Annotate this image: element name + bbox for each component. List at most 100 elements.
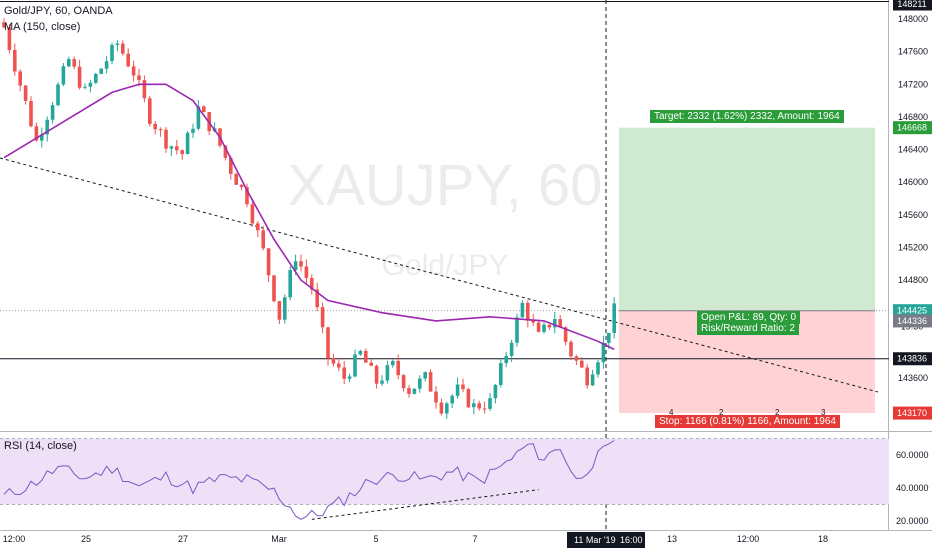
open-pl-label: Open P&L: 89, Qty: 0 bbox=[697, 311, 801, 324]
candle-body bbox=[439, 402, 444, 414]
candle-body bbox=[342, 367, 346, 379]
stop-label[interactable]: Stop: 1166 (0.81%) 1166, Amount: 1964 bbox=[655, 415, 840, 428]
candle-body bbox=[596, 362, 600, 375]
candle-body bbox=[353, 354, 357, 377]
tag-target-bg bbox=[893, 121, 932, 135]
tag-ma: 144336 bbox=[897, 316, 927, 326]
candle-body bbox=[164, 129, 168, 149]
candle-body bbox=[364, 350, 368, 363]
candle-body bbox=[158, 129, 163, 131]
candle-body bbox=[488, 398, 492, 409]
candle-body bbox=[607, 332, 611, 343]
candle-body bbox=[520, 302, 525, 318]
candle-body bbox=[288, 270, 292, 298]
time-cursor-bg bbox=[567, 532, 645, 548]
candle-body bbox=[445, 403, 449, 414]
candle-body bbox=[385, 365, 390, 381]
time-tick: 12:00 bbox=[3, 534, 26, 544]
price-tick: 147600 bbox=[898, 47, 928, 57]
candle-body bbox=[2, 22, 6, 28]
candle-body bbox=[504, 355, 508, 364]
tag-entry: 143836 bbox=[897, 354, 927, 364]
candle-body bbox=[585, 367, 589, 386]
candle-body bbox=[153, 123, 157, 130]
time-tick: 5 bbox=[373, 534, 378, 544]
candle-body bbox=[423, 372, 427, 379]
candle-body bbox=[7, 27, 12, 50]
candle-body bbox=[509, 342, 514, 356]
candle-body bbox=[310, 277, 314, 290]
candle-body bbox=[229, 157, 233, 174]
candle-body bbox=[40, 134, 44, 141]
price-tick: 146800 bbox=[898, 112, 928, 122]
candle-body bbox=[115, 43, 120, 45]
trendline bbox=[0, 157, 879, 393]
tag-entry-bg bbox=[893, 352, 932, 366]
candle-body bbox=[245, 187, 249, 205]
candle-body bbox=[418, 378, 422, 389]
tag-current: 144425 bbox=[897, 306, 927, 316]
candle-body bbox=[477, 403, 481, 409]
candle-body bbox=[13, 49, 17, 72]
tag-current-bg bbox=[893, 304, 932, 318]
candle-body bbox=[142, 80, 147, 99]
candle-body bbox=[337, 363, 341, 368]
candle-body bbox=[110, 44, 114, 62]
candle-body bbox=[223, 145, 228, 158]
candle-body bbox=[466, 389, 471, 408]
candle-body bbox=[369, 362, 373, 366]
symbol-title: Gold/JPY, 60, OANDA bbox=[4, 5, 113, 17]
candle-body bbox=[67, 59, 71, 67]
tag-stop-bg bbox=[893, 406, 932, 420]
price-tick: 146400 bbox=[898, 145, 928, 155]
ma-line bbox=[3, 83, 615, 351]
candle-body bbox=[380, 380, 384, 384]
candle-body bbox=[580, 360, 584, 368]
candle-body bbox=[148, 98, 152, 124]
candle-body bbox=[455, 384, 460, 396]
candle-body bbox=[77, 66, 82, 88]
candle-body bbox=[472, 403, 476, 408]
candle-body bbox=[180, 150, 184, 155]
candle-body bbox=[569, 341, 573, 357]
candle-body bbox=[515, 317, 519, 343]
candle-body bbox=[407, 388, 411, 394]
candle-body bbox=[450, 395, 454, 404]
candle-body bbox=[553, 319, 557, 328]
candle-body bbox=[83, 86, 87, 88]
candle-body bbox=[526, 302, 530, 321]
candle-body bbox=[61, 66, 66, 85]
stop-marker-count: 2 bbox=[719, 408, 724, 417]
candle-body bbox=[590, 374, 595, 386]
time-tick: 18 bbox=[818, 534, 828, 544]
candle-body bbox=[56, 84, 60, 106]
candle-body bbox=[542, 324, 546, 332]
tag-stop: 143170 bbox=[897, 408, 927, 418]
price-tick: 147200 bbox=[898, 79, 928, 89]
candle-body bbox=[434, 391, 438, 403]
candle-body bbox=[315, 289, 319, 308]
candle-body bbox=[499, 363, 503, 385]
candle-body bbox=[536, 322, 541, 332]
candle-body bbox=[531, 320, 535, 323]
candle-body bbox=[185, 132, 190, 155]
candle-body bbox=[261, 230, 265, 249]
candle-body bbox=[547, 324, 552, 328]
target-label[interactable]: Target: 2332 (1.62%) 2332, Amount: 1964 bbox=[650, 110, 844, 123]
time-cursor-date: 11 Mar '19 bbox=[574, 535, 616, 545]
price-tick: 144800 bbox=[898, 275, 928, 285]
candle-body bbox=[99, 68, 103, 74]
tag-top-bg bbox=[893, 0, 932, 11]
rsi-tick: 60.0000 bbox=[896, 450, 929, 460]
candle-body bbox=[558, 319, 562, 328]
candle-body bbox=[88, 82, 93, 87]
time-tick: 25 bbox=[81, 534, 91, 544]
price-tick: 145200 bbox=[898, 242, 928, 252]
rsi-legend: RSI (14, close) bbox=[4, 440, 77, 452]
watermark-name: Gold/JPY bbox=[382, 249, 509, 282]
candle-body bbox=[574, 356, 579, 361]
rsi-band bbox=[0, 438, 889, 505]
candle-body bbox=[121, 43, 125, 54]
stop-marker-count: 4 bbox=[669, 408, 674, 417]
